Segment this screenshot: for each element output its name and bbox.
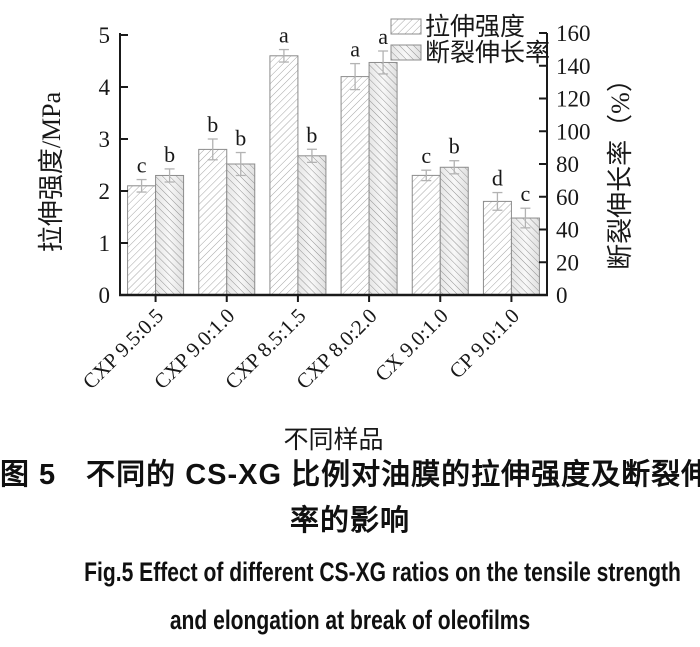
significance-letter: c xyxy=(521,181,531,206)
significance-letter: b xyxy=(235,126,246,151)
bar-elongation xyxy=(226,163,256,296)
significance-letter: b xyxy=(164,142,175,167)
x-axis-title: 不同样品 xyxy=(283,426,383,454)
right-axis-tick-label: 160 xyxy=(556,21,591,46)
left-axis-tick-label: 4 xyxy=(99,75,111,100)
bar-elongation xyxy=(439,166,469,296)
right-axis-tick-label: 80 xyxy=(556,152,579,177)
significance-letter: a xyxy=(378,24,388,49)
right-axis-tick-label: 120 xyxy=(556,87,591,112)
caption-en-line1-text: Fig.5 Effect of different CS-XG ratios o… xyxy=(84,557,681,587)
caption-en-line1: Fig.5 Effect of different CS-XG ratios o… xyxy=(0,550,700,594)
bar-elongation xyxy=(155,174,185,296)
bar-elongation xyxy=(297,155,327,296)
bar-tensile-strength xyxy=(127,185,157,296)
right-axis-tick-label: 100 xyxy=(556,119,591,144)
significance-letter: b xyxy=(207,112,218,137)
legend-label-elongation: 断裂伸长率 xyxy=(425,39,550,67)
left-axis-tick-label: 1 xyxy=(99,231,111,256)
right-axis-title: 断裂伸长率（%） xyxy=(606,66,635,270)
bar-tensile-strength xyxy=(198,148,228,296)
bar-tensile-strength xyxy=(482,200,512,296)
significance-letter: b xyxy=(449,134,460,159)
right-axis-tick-label: 40 xyxy=(556,218,579,243)
caption-cn-line2: 率的影响 xyxy=(289,505,410,537)
left-axis-tick-label: 0 xyxy=(99,283,111,308)
right-axis-tick-label: 0 xyxy=(556,283,568,308)
right-axis-tick-label: 60 xyxy=(556,185,579,210)
left-axis-title: 拉伸强度/MPa xyxy=(37,91,66,252)
legend-swatch-elongation xyxy=(390,44,422,61)
caption-en-line2: and elongation at break of oleofilms xyxy=(0,598,700,642)
legend-swatch-tensile xyxy=(390,18,422,35)
significance-letter: c xyxy=(421,143,431,168)
bar-elongation xyxy=(510,217,540,296)
bar-tensile-strength xyxy=(269,55,299,296)
bar-tensile-strength xyxy=(411,174,441,296)
left-axis-tick-label: 3 xyxy=(99,127,111,152)
caption-cn-line1: 图 5 不同的 CS-XG 比例对油膜的拉伸强度及断裂伸长 xyxy=(0,459,700,491)
significance-letter: a xyxy=(350,37,360,62)
bar-tensile-strength xyxy=(340,76,370,296)
bar-elongation xyxy=(368,61,398,296)
right-axis-tick-label: 20 xyxy=(556,250,579,275)
legend-label-tensile: 拉伸强度 xyxy=(425,13,525,41)
right-axis-tick-label: 140 xyxy=(556,54,591,79)
significance-letter: a xyxy=(279,23,289,48)
caption-en-line2-text: and elongation at break of oleofilms xyxy=(169,605,531,635)
left-axis-tick-label: 5 xyxy=(99,23,111,48)
significance-letter: b xyxy=(306,122,317,147)
left-axis-tick-label: 2 xyxy=(99,179,111,204)
significance-letter: d xyxy=(492,166,503,191)
x-axis-tick-label: CP 9.0:1.0 xyxy=(444,304,524,384)
significance-letter: c xyxy=(137,153,147,178)
x-axis-tick-label: CX 9.0:1.0 xyxy=(370,304,453,387)
